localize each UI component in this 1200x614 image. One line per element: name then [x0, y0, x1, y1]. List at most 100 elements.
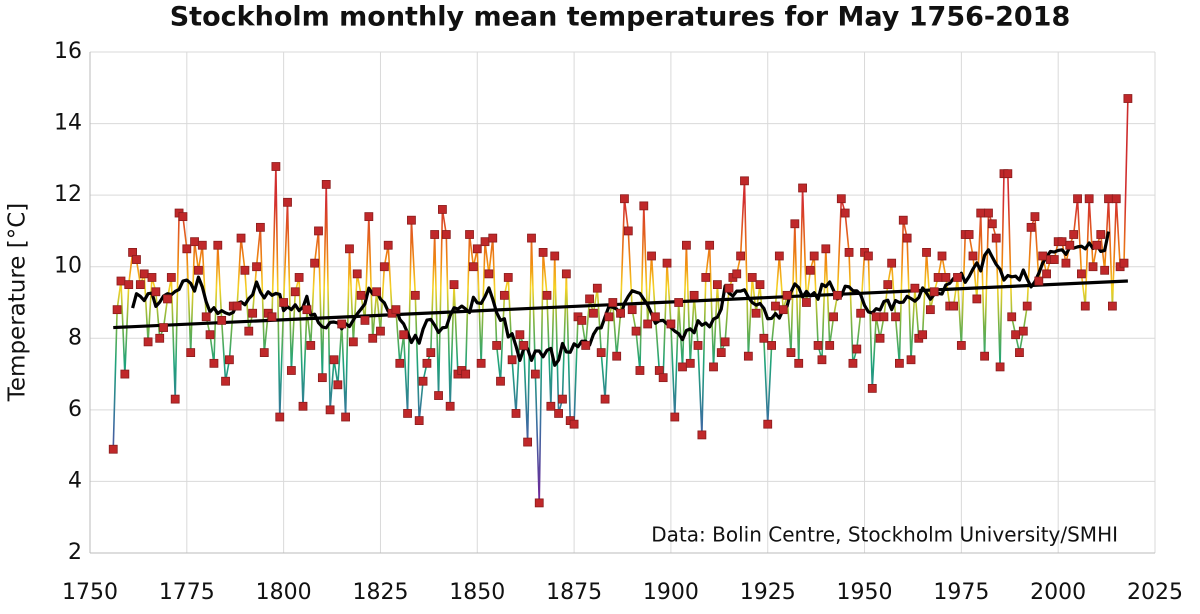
data-point	[933, 273, 943, 282]
data-point	[635, 366, 645, 375]
data-point	[379, 262, 389, 272]
data-point	[639, 201, 649, 211]
data-point	[496, 376, 505, 386]
data-point	[1100, 265, 1110, 275]
data-point	[689, 290, 699, 300]
data-point	[283, 197, 292, 207]
data-point	[143, 337, 153, 347]
data-point	[647, 251, 656, 261]
data-point	[240, 265, 250, 275]
data-point	[124, 280, 134, 290]
data-point	[368, 333, 378, 343]
data-point	[352, 269, 362, 279]
data-point	[302, 305, 312, 315]
data-point	[426, 348, 436, 358]
data-point	[465, 230, 474, 239]
data-point	[972, 294, 982, 304]
data-point	[534, 498, 544, 508]
data-point	[170, 394, 180, 404]
y-tick-label: 4	[68, 468, 82, 493]
data-point	[317, 373, 327, 383]
data-point	[600, 394, 610, 404]
data-point	[767, 341, 776, 350]
data-point	[190, 237, 199, 247]
data-point	[333, 380, 343, 390]
data-point	[321, 180, 331, 189]
data-point	[790, 219, 800, 229]
data-point	[480, 237, 490, 247]
data-point	[844, 247, 854, 257]
data-point	[774, 251, 784, 261]
data-point	[794, 358, 804, 368]
data-point	[348, 337, 358, 347]
data-point	[1111, 194, 1121, 204]
data-point	[108, 444, 118, 454]
data-point	[883, 280, 893, 290]
data-point	[441, 230, 451, 239]
data-point	[1026, 222, 1036, 232]
data-point	[836, 194, 846, 204]
data-point	[310, 258, 320, 268]
data-point	[438, 205, 447, 214]
data-point	[1123, 94, 1133, 103]
data-point	[197, 240, 207, 250]
data-point	[445, 401, 455, 411]
data-point	[712, 280, 722, 290]
data-point	[527, 233, 536, 243]
data-point	[550, 251, 560, 261]
data-point	[159, 323, 168, 332]
data-point	[674, 298, 684, 307]
data-point	[1084, 194, 1094, 204]
data-point	[898, 215, 908, 225]
data-point	[925, 305, 935, 315]
data-point	[751, 308, 761, 318]
data-point	[616, 308, 625, 318]
data-point	[116, 276, 126, 286]
data-point	[472, 244, 482, 254]
x-tick-label: 1750	[62, 580, 118, 605]
data-point	[1015, 348, 1024, 358]
data-point	[980, 351, 989, 361]
x-tick-label: 1875	[546, 580, 602, 605]
data-point	[666, 319, 676, 329]
y-tick-label: 14	[54, 111, 82, 136]
data-point	[685, 358, 695, 368]
data-point	[856, 308, 866, 318]
data-point	[577, 315, 587, 325]
data-point	[1065, 240, 1075, 250]
data-point	[523, 437, 533, 447]
data-point	[964, 230, 974, 239]
data-point	[631, 326, 641, 336]
data-point	[178, 212, 188, 222]
data-point	[759, 333, 769, 343]
data-point	[1049, 255, 1059, 264]
data-point	[918, 330, 928, 340]
data-point	[724, 283, 734, 293]
data-point	[449, 280, 459, 290]
data-point	[329, 355, 339, 365]
data-point	[155, 333, 165, 343]
data-point	[755, 280, 765, 290]
data-point	[132, 255, 141, 264]
data-point	[507, 355, 517, 365]
data-point	[252, 262, 261, 272]
data-point	[325, 405, 335, 415]
data-point	[953, 273, 962, 282]
trend-line	[113, 279, 1128, 330]
y-tick-label: 8	[68, 325, 82, 350]
data-point	[585, 294, 594, 304]
chart-title: Stockholm monthly mean temperatures for …	[170, 2, 1071, 33]
data-point	[941, 273, 951, 282]
data-point	[1088, 262, 1098, 272]
data-point	[546, 401, 556, 411]
data-point	[987, 219, 997, 229]
data-point	[922, 247, 931, 257]
x-tick-label: 1900	[643, 580, 699, 605]
data-point	[538, 247, 548, 257]
data-point	[840, 208, 850, 218]
data-point	[139, 269, 149, 279]
data-point	[740, 176, 749, 186]
data-point	[259, 348, 269, 358]
data-point	[929, 287, 939, 297]
data-point	[569, 419, 579, 429]
